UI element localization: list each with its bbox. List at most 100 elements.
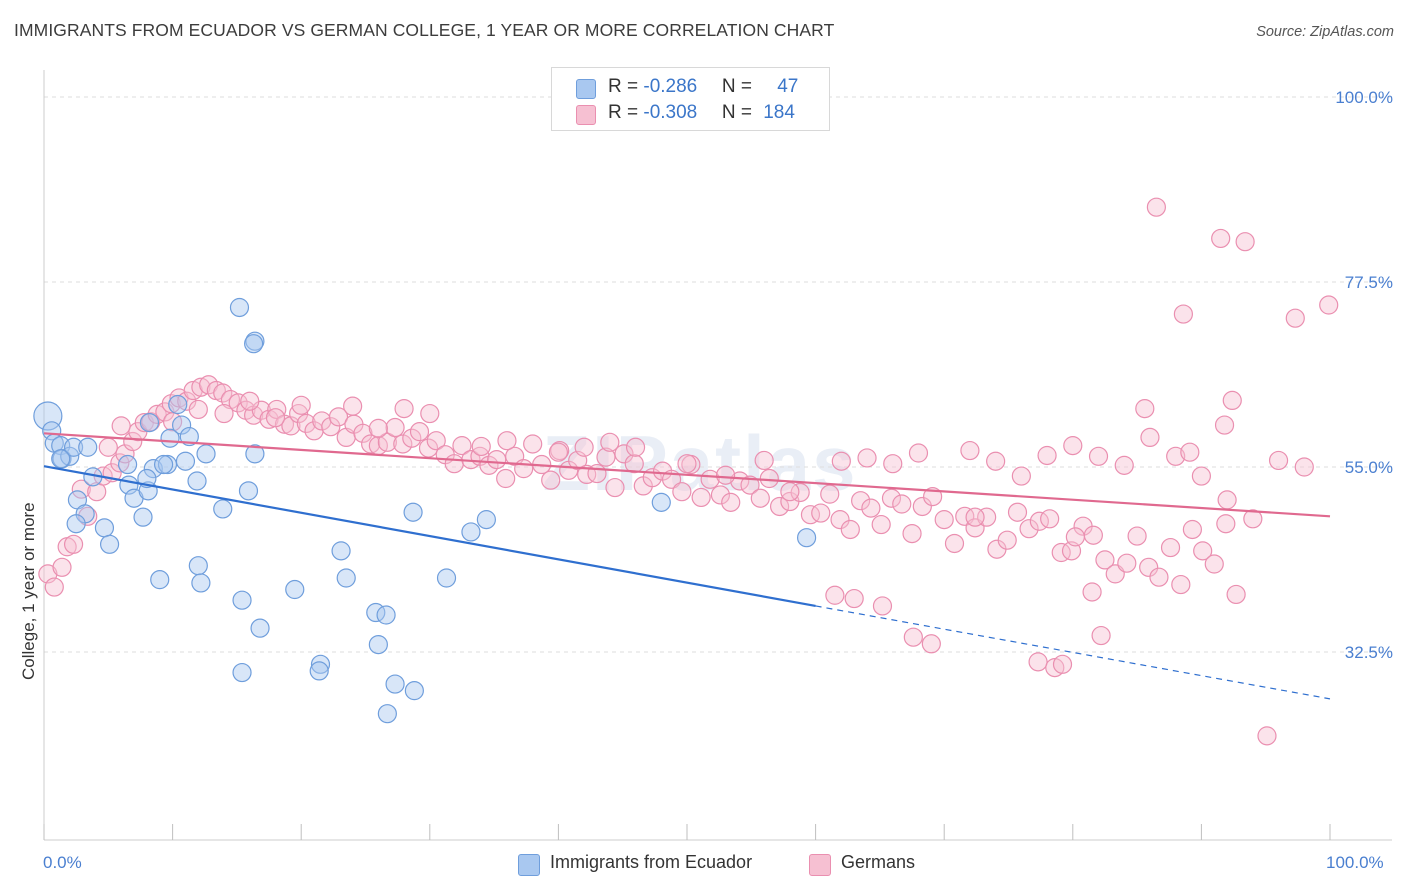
ecuador-point <box>229 297 250 318</box>
ecuador-point <box>385 674 405 694</box>
germans-point <box>820 484 840 504</box>
germans-point <box>71 479 91 499</box>
germans-point <box>1091 625 1111 646</box>
germans-point <box>368 418 388 438</box>
ecuador-point <box>168 394 188 415</box>
germans-point <box>754 450 774 471</box>
bottom-legend-label-ecuador: Immigrants from Ecuador <box>550 852 753 872</box>
germans-point <box>944 533 965 554</box>
germans-point <box>44 577 64 597</box>
germans-trend-line <box>43 432 1331 518</box>
ecuador-point <box>150 570 170 590</box>
ecuador-point <box>33 401 63 431</box>
germans-point <box>1235 232 1255 252</box>
legend-text-ecuador: R = -0.286 N = 47 <box>608 76 798 98</box>
germans-point <box>1028 652 1048 672</box>
ecuador-point <box>66 514 86 534</box>
ecuador-point <box>63 437 84 457</box>
legend-text-germans: R = -0.308 N = 184 <box>608 102 795 124</box>
germans-point <box>769 496 790 517</box>
germans-point <box>830 510 850 530</box>
germans-point <box>188 399 208 420</box>
ecuador-point <box>336 568 356 588</box>
legend-r-label: R = <box>608 102 644 123</box>
germans-point <box>63 534 84 554</box>
germans-point <box>1117 553 1137 573</box>
ecuador-point <box>42 421 62 441</box>
germans-point <box>903 627 923 647</box>
legend-r-label: R = <box>608 76 644 97</box>
germans-point <box>191 377 211 397</box>
germans-point <box>710 485 731 505</box>
germans-point <box>1052 654 1073 674</box>
germans-point <box>624 454 644 474</box>
legend-n-label: N = <box>721 76 758 97</box>
germans-point <box>321 417 341 437</box>
ecuador-point <box>368 634 388 655</box>
germans-point <box>514 459 534 479</box>
germans-point <box>496 468 516 489</box>
legend-swatch-germans <box>576 105 596 125</box>
axes <box>43 70 1392 841</box>
germans-point <box>857 448 877 468</box>
germans-point <box>343 396 363 416</box>
germans-point <box>1214 415 1235 435</box>
germans-point <box>377 432 397 452</box>
watermark: ZIPatlas <box>542 419 857 507</box>
germans-point <box>577 464 597 484</box>
germans-point <box>1082 582 1102 602</box>
germans-point <box>385 417 405 438</box>
germans-point <box>1011 466 1031 486</box>
ecuador-point <box>377 704 397 724</box>
germans-point <box>1095 550 1115 570</box>
source-credit: Source: ZipAtlas.com <box>1256 24 1394 40</box>
germans-point <box>1088 446 1109 466</box>
y-tick-label: 55.0% <box>1345 458 1393 477</box>
germans-point <box>1173 304 1193 324</box>
gridlines <box>44 96 1392 653</box>
germans-point <box>1226 584 1246 605</box>
germans-point <box>1127 526 1147 546</box>
germans-point <box>740 475 760 495</box>
ecuador-point <box>188 556 208 576</box>
germans-point <box>960 440 980 461</box>
germans-point <box>147 404 167 424</box>
germans-point <box>444 454 464 474</box>
germans-point <box>614 444 634 464</box>
germans-point <box>997 530 1017 550</box>
ecuador-point <box>139 413 160 433</box>
germans-point <box>908 443 929 463</box>
germans-point <box>912 496 932 517</box>
germans-point <box>605 477 625 498</box>
germans-point <box>1139 557 1159 577</box>
trend-lines <box>43 432 1331 700</box>
germans-point <box>111 416 131 436</box>
germans-point <box>1243 509 1263 529</box>
germans-point <box>923 487 943 507</box>
bottom-legend-swatch-ecuador <box>518 854 540 876</box>
germans-point <box>259 409 279 429</box>
correlation-legend: R = -0.286 N = 47 R = -0.308 N = 184 <box>551 67 830 131</box>
germans-point <box>587 463 607 484</box>
germans-point <box>1140 427 1160 447</box>
germans-point <box>1319 295 1339 315</box>
germans-point <box>452 436 472 456</box>
germans-point <box>267 399 287 420</box>
ecuador-point <box>244 334 264 354</box>
ecuador-point <box>143 459 163 479</box>
ecuador-trend-line <box>43 465 816 608</box>
germans-point <box>541 470 561 490</box>
y-tick-labels: 100.0% 77.5% 55.0% 32.5% <box>1335 88 1393 662</box>
ecuador-point <box>153 454 174 475</box>
x-tick-max: 100.0% <box>1326 853 1384 872</box>
germans-point <box>240 391 260 411</box>
germans-point <box>52 557 72 577</box>
germans-point <box>1019 519 1039 539</box>
germans-point <box>394 399 414 419</box>
germans-point <box>825 585 845 605</box>
germans-point <box>1149 567 1169 587</box>
ecuador-point <box>175 451 196 471</box>
germans-point <box>1114 455 1134 475</box>
germans-point <box>1268 450 1289 471</box>
germans-point <box>840 519 860 540</box>
